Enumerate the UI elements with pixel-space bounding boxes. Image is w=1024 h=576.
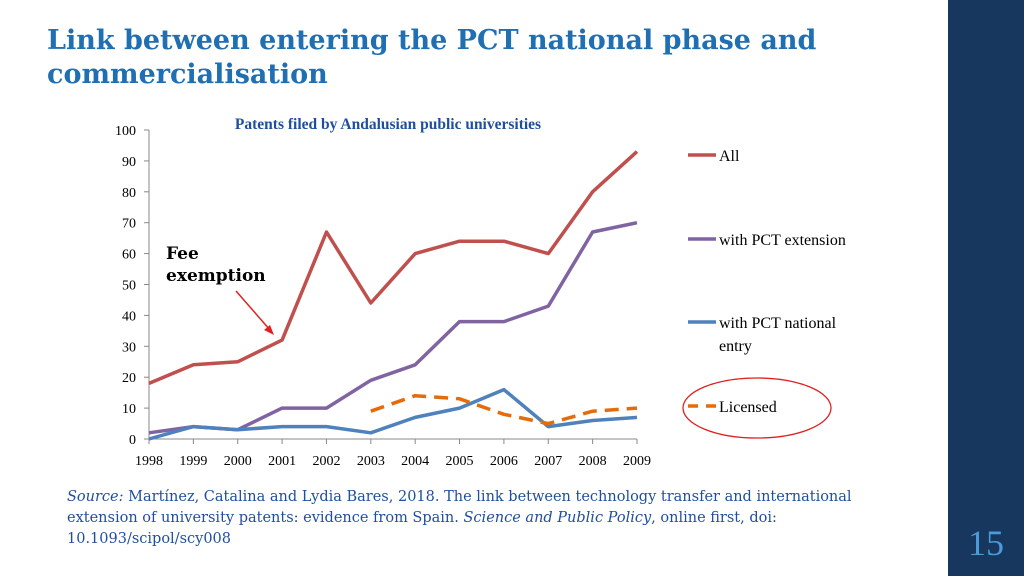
x-tick-label: 2006 <box>490 454 518 469</box>
licensed-highlight-circle <box>682 377 832 439</box>
slide-title: Link between entering the PCT national p… <box>47 25 817 90</box>
y-tick-label: 60 <box>122 248 136 263</box>
y-tick-label: 70 <box>122 217 136 232</box>
fee-exemption-annotation: Fee exemption <box>166 244 274 335</box>
page-number: 15 <box>968 523 1004 563</box>
source-label: Source: <box>67 489 124 505</box>
y-tick-label: 80 <box>122 186 136 201</box>
chart-series <box>148 150 639 441</box>
source-citation: Source: Martínez, Catalina and Lydia Bar… <box>67 487 867 550</box>
annotation-arrow-shaft <box>235 290 271 331</box>
x-tick-label: 2002 <box>312 454 340 469</box>
annotation-line-1: Fee <box>166 244 199 264</box>
x-tick-label: 2003 <box>357 454 385 469</box>
legend-label: with PCT extension <box>719 232 846 249</box>
x-tick-label: 2001 <box>268 454 296 469</box>
x-tick-label: 2007 <box>534 454 562 469</box>
legend-label: All <box>719 148 740 165</box>
y-tick-label: 90 <box>122 155 136 170</box>
x-tick-label: 1998 <box>135 454 163 469</box>
legend-label: Licensed <box>719 399 777 416</box>
x-tick-label: 2004 <box>401 454 429 469</box>
source-text-2: , online first, doi: 10.1093/scipol/scy0… <box>67 510 777 547</box>
y-tick-label: 20 <box>122 371 136 386</box>
slide-sidebar <box>948 0 1024 576</box>
legend-label: with PCT national entry <box>719 315 837 355</box>
x-tick-label: 1999 <box>179 454 207 469</box>
y-tick-label: 50 <box>122 279 136 294</box>
x-tick-label: 2008 <box>579 454 607 469</box>
source-text-1: Martínez, Catalina and Lydia Bares, 2018… <box>67 489 852 526</box>
x-tick-label: 2009 <box>623 454 651 469</box>
x-tick-label: 2005 <box>446 454 474 469</box>
chart-axes: 0 10 20 30 40 50 60 70 80 90 100 1998 1999 2000 2001 20… <box>115 124 651 469</box>
series-line-with-pct-national-entry <box>148 387 638 441</box>
annotation-line-2: exemption <box>166 266 266 286</box>
source-journal: Science and Public Policy <box>463 510 652 526</box>
series-line-all <box>148 150 639 386</box>
y-tick-label: 30 <box>122 340 136 355</box>
chart-legend: All with PCT extension with PCT national en… <box>688 148 846 416</box>
y-tick-label: 10 <box>122 402 136 417</box>
chart-title: Patents filed by Andalusian public unive… <box>235 116 541 133</box>
y-tick-label: 40 <box>122 309 136 324</box>
x-tick-label: 2000 <box>224 454 252 469</box>
y-tick-label: 0 <box>129 433 136 448</box>
annotation-arrow-head <box>264 325 274 335</box>
series-line-with-pct-extension <box>148 220 638 435</box>
y-tick-label: 100 <box>115 124 136 139</box>
